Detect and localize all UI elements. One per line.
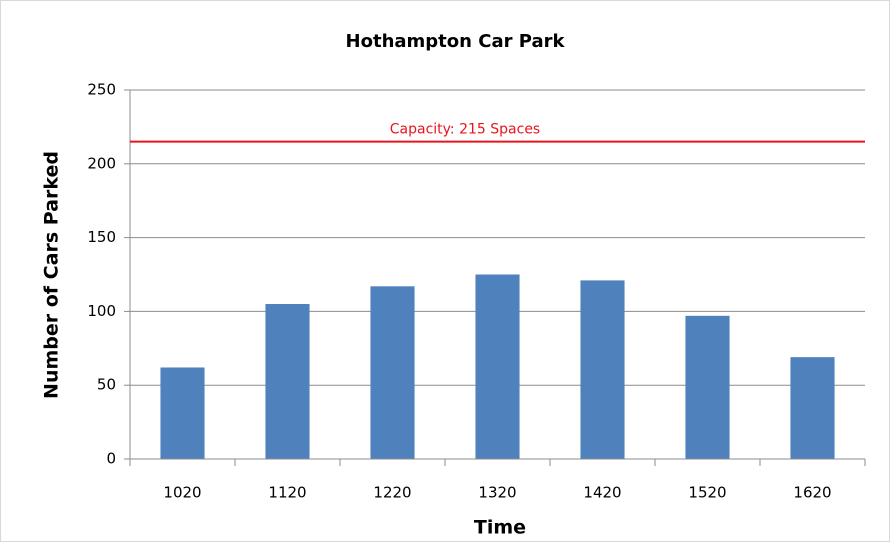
chart-title: Hothampton Car Park bbox=[346, 31, 566, 52]
y-tick-label: 250 bbox=[87, 81, 116, 99]
bar bbox=[580, 280, 625, 459]
y-tick-label: 200 bbox=[87, 154, 116, 172]
x-axis-title: Time bbox=[474, 517, 526, 539]
bar bbox=[265, 304, 310, 459]
capacity-label: Capacity: 215 Spaces bbox=[390, 122, 540, 138]
x-tick-label: 1320 bbox=[478, 484, 516, 502]
y-tick-label: 50 bbox=[97, 376, 116, 394]
y-tick-label: 100 bbox=[87, 302, 116, 320]
x-tick-label: 1020 bbox=[163, 484, 201, 502]
x-tick-label: 1420 bbox=[583, 484, 621, 502]
bar bbox=[160, 367, 205, 459]
x-tick-label: 1520 bbox=[688, 484, 726, 502]
x-tick-label: 1220 bbox=[373, 484, 411, 502]
y-tick-label: 0 bbox=[106, 450, 116, 468]
bar bbox=[370, 286, 415, 459]
x-tick-label: 1120 bbox=[268, 484, 306, 502]
bar bbox=[685, 315, 730, 459]
y-axis-title: Number of Cars Parked bbox=[41, 151, 63, 399]
bar bbox=[790, 357, 835, 459]
y-tick-label: 150 bbox=[87, 228, 116, 246]
bar bbox=[475, 274, 520, 459]
x-tick-label: 1620 bbox=[793, 484, 831, 502]
